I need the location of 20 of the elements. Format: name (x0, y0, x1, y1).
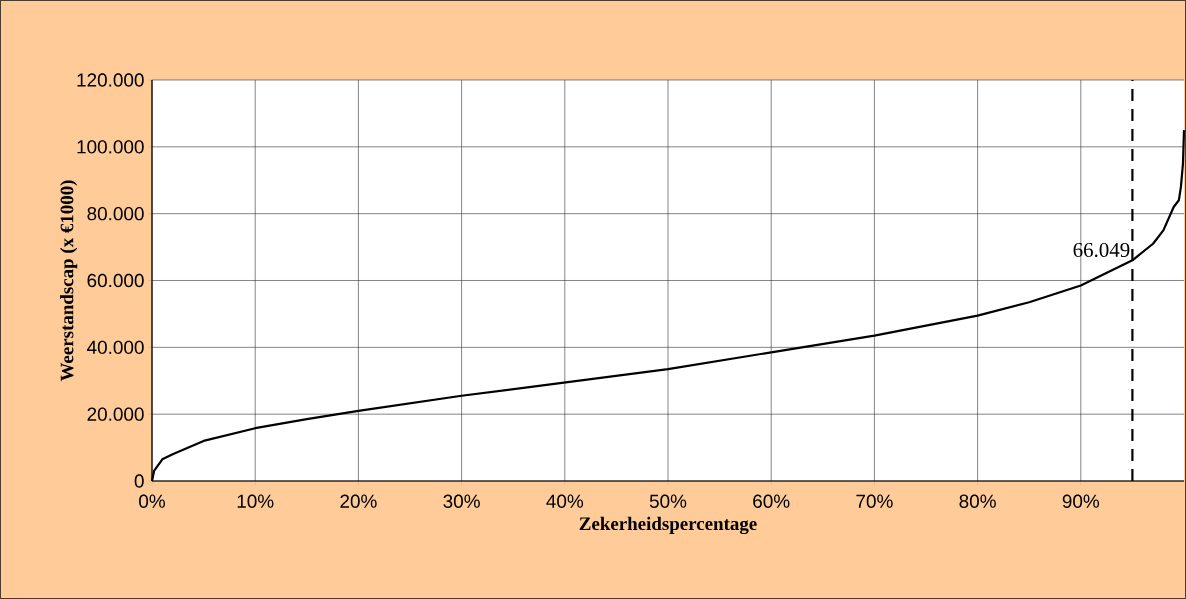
x-tick-label: 90% (1062, 494, 1100, 508)
x-tick-label: 30% (443, 494, 480, 508)
y-tick-label: 20.000 (87, 407, 144, 421)
x-tick-label: 70% (856, 494, 893, 508)
x-tick-label: 60% (753, 494, 790, 508)
x-tick-label: 0% (139, 494, 165, 508)
y-tick-label: 0 (134, 474, 144, 488)
y-tick-label: 80.000 (87, 206, 144, 221)
annotation: 66.049 (1073, 242, 1130, 258)
x-axis-title: Zekerheidspercentage (579, 516, 757, 535)
x-tick-label: 50% (649, 494, 687, 508)
y-tick-label: 60.000 (87, 273, 144, 288)
y-tick-label: 100.000 (77, 140, 144, 154)
x-tick-label: 10% (237, 494, 274, 508)
x-tick-label: 80% (959, 494, 996, 508)
x-tick-label: 20% (340, 494, 377, 508)
y-tick-label: 40.000 (87, 340, 144, 355)
x-tick-label: 40% (546, 494, 584, 508)
y-axis-title: Weerstandscap (x €1000) (60, 180, 78, 382)
y-tick-label: 120.000 (77, 73, 144, 87)
